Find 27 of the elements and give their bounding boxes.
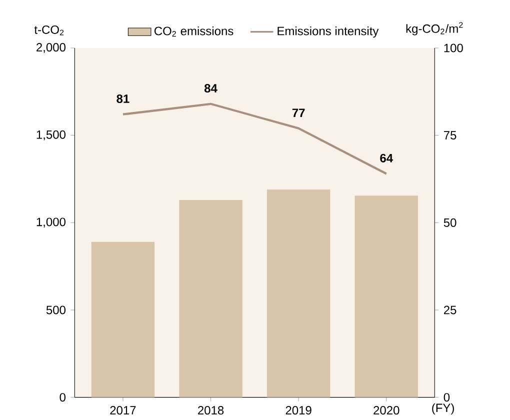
x-tick-label: 2017	[110, 406, 136, 415]
x-tick-label: 2018	[198, 406, 224, 415]
y2-tick-label: 75	[444, 131, 456, 140]
y-tick-label: 1,500	[36, 130, 66, 140]
data-label: 64	[380, 154, 393, 162]
data-label: 77	[292, 108, 305, 117]
legend-label: CO$_{2}$ emissions	[154, 26, 234, 37]
bar	[266, 189, 330, 398]
y2-tick-label: 0	[444, 393, 450, 402]
y2-tick-label: 100	[444, 44, 463, 52]
legend-label: Emissions intensity	[278, 26, 379, 38]
y2-tick-label: 50	[444, 218, 456, 227]
y-tick-label: 500	[46, 306, 66, 314]
y2-tick-label: 25	[444, 306, 456, 314]
data-label: 81	[116, 94, 130, 103]
bar	[91, 242, 155, 398]
x-axis-title: (FY)	[432, 403, 454, 415]
y-tick-label: 1,000	[36, 218, 66, 228]
bar	[179, 200, 242, 398]
data-label: 84	[204, 84, 218, 93]
y-tick-label: 2,000	[36, 43, 66, 53]
bar	[354, 196, 418, 398]
y2-axis-title: kg-CO$_{2}$/m$^{2}$	[406, 22, 463, 36]
x-tick-label: 2019	[286, 406, 312, 415]
y-tick-label: 0	[60, 393, 66, 402]
y-axis-title: t-CO$_{2}$	[34, 25, 64, 36]
x-tick-label: 2020	[374, 406, 400, 415]
